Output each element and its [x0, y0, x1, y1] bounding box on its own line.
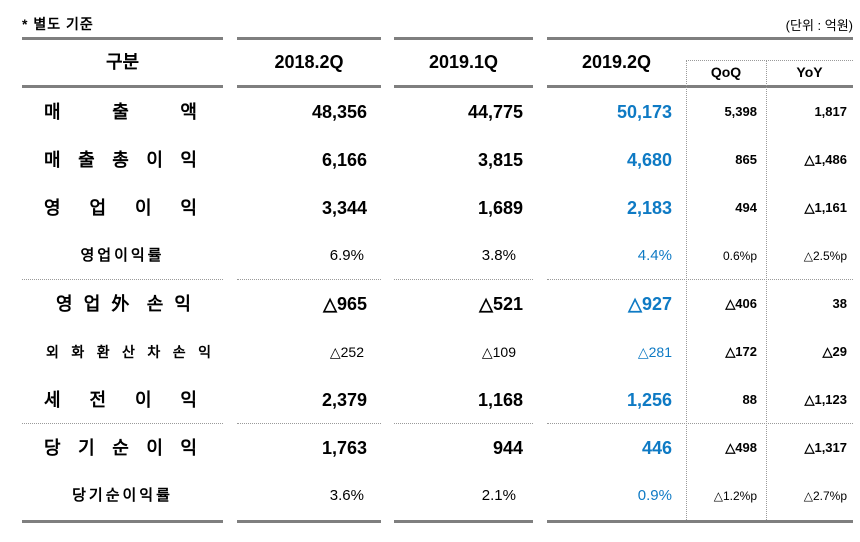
non-operating-2018-2q: △965: [323, 294, 367, 314]
divider-bottom: [22, 520, 223, 523]
pretax-profit-2018-2q: 2,379: [237, 376, 381, 424]
table-row-net-profit: 446 △498 △1,317: [547, 424, 853, 472]
header-2019-1q: 2019.1Q: [428, 52, 499, 72]
divider-header: [22, 85, 223, 88]
table-row-revenue: 50,173 5,398 1,817: [547, 88, 853, 136]
table-row-non-operating: △927 △406 38: [547, 280, 853, 328]
net-profit-qoq: △498: [725, 440, 757, 455]
non-operating-2019-2q: △927: [628, 294, 672, 314]
operating-margin-2018-2q: 6.9%: [237, 232, 381, 280]
revenue-yoy: 1,817: [814, 104, 847, 119]
non-operating-yoy: 38: [832, 296, 847, 311]
label-operating-profit: 영 업 이 익: [44, 198, 197, 218]
divider-top: [547, 37, 853, 40]
operating-profit-2019-2q: 2,183: [626, 198, 672, 218]
non-operating-qoq: △406: [725, 296, 757, 311]
column-group-2018-2q: 2018.2Q 48,356 6,166 3,344 6.9% △965 △25…: [237, 37, 381, 523]
gross-profit-qoq: 865: [735, 152, 757, 167]
divider-top: [394, 37, 533, 40]
operating-profit-yoy: △1,161: [804, 200, 847, 215]
label-non-operating-income: 영 업 外 손 익: [56, 294, 191, 314]
net-margin-2018-2q: 3.6%: [329, 487, 364, 504]
divider-header: [237, 85, 381, 88]
divider-header: [394, 85, 533, 88]
table-row-operating-profit: 2,183 494 △1,161: [547, 184, 853, 232]
gross-profit-2019-2q: 4,680: [626, 150, 672, 170]
gross-profit-2019-1q: 3,815: [477, 150, 523, 170]
unit-label: (단위 : 억원): [785, 18, 853, 33]
operating-profit-2018-2q: 3,344: [321, 198, 367, 218]
label-gross-profit: 매 출 총 이 익: [44, 150, 197, 170]
divider-bottom: [237, 520, 381, 523]
header-2018-2q: 2018.2Q: [274, 52, 344, 72]
fx-translation-yoy: △29: [822, 344, 847, 359]
divider-header: [547, 85, 853, 88]
basis-note: * 별도 기준: [22, 16, 94, 32]
fx-translation-2019-2q: △281: [637, 344, 672, 360]
gross-profit-2018-2q: 6,166: [321, 150, 367, 170]
pretax-profit-yoy: △1,123: [804, 392, 847, 407]
pretax-profit-qoq: 88: [742, 392, 757, 407]
net-profit-yoy: △1,317: [804, 440, 847, 455]
revenue-2019-1q: 44,775: [467, 102, 523, 122]
header-yoy: YoY: [796, 64, 823, 80]
divider-bottom: [547, 520, 853, 523]
divider-top: [237, 37, 381, 40]
header-row-right: 2019.2Q QoQ YoY: [547, 40, 853, 85]
revenue-2019-2q: 50,173: [616, 102, 672, 122]
label-net-margin: 당기순이익률: [72, 487, 173, 504]
table-row-gross-profit: 4,680 865 △1,486: [547, 136, 853, 184]
table-row-net-margin: 0.9% △1.2%p △2.7%p: [547, 472, 853, 520]
table-row-fx-translation: △281 △172 △29: [547, 328, 853, 376]
label-revenue: 매 출 액: [44, 102, 197, 122]
operating-margin-2019-1q: 3.8%: [394, 232, 533, 280]
revenue-2018-2q: 48,356: [311, 102, 367, 122]
net-margin-qoq: △1.2%p: [713, 489, 757, 503]
pretax-profit-2019-1q: 1,168: [394, 376, 533, 424]
operating-margin-qoq: 0.6%p: [722, 249, 757, 263]
revenue-qoq: 5,398: [724, 104, 757, 119]
net-margin-2019-1q: 2.1%: [481, 487, 516, 504]
fx-translation-qoq: △172: [725, 344, 757, 359]
operating-profit-2019-1q: 1,689: [477, 198, 523, 218]
gross-profit-yoy: △1,486: [804, 152, 847, 167]
label-pretax-profit: 세 전 이 익: [22, 376, 223, 424]
operating-profit-qoq: 494: [735, 200, 757, 215]
label-operating-margin: 영업이익률: [22, 232, 223, 280]
column-group-2019-1q: 2019.1Q 44,775 3,815 1,689 3.8% △521 △10…: [394, 37, 533, 523]
divider-bottom: [394, 520, 533, 523]
pretax-profit-2019-2q: 1,256: [626, 390, 672, 410]
table-row-pretax-profit: 1,256 88 △1,123: [547, 376, 853, 424]
fx-translation-2018-2q: △252: [329, 344, 364, 360]
label-net-profit: 당 기 순 이 익: [44, 438, 197, 458]
non-operating-2019-1q: △521: [479, 294, 523, 314]
header-gubun: 구분: [105, 52, 140, 72]
net-margin-yoy: △2.7%p: [803, 489, 847, 503]
divider-top: [22, 37, 223, 40]
label-fx-translation-gain-loss: 외 화 환 산 차 손 익: [46, 344, 211, 360]
column-group-2019-2q-qoq-yoy: 2019.2Q QoQ YoY 50,173 5,398 1,817 4,680…: [547, 37, 853, 523]
fx-translation-2019-1q: △109: [481, 344, 516, 360]
header-qoq: QoQ: [710, 64, 742, 80]
operating-margin-2019-2q: 4.4%: [637, 247, 672, 264]
net-profit-2019-1q: 944: [492, 438, 523, 458]
net-profit-2018-2q: 1,763: [321, 438, 367, 458]
net-margin-2019-2q: 0.9%: [637, 487, 672, 504]
net-profit-2019-2q: 446: [641, 438, 672, 458]
header-2019-2q: 2019.2Q: [581, 52, 652, 72]
table-row-operating-margin: 4.4% 0.6%p △2.5%p: [547, 232, 853, 280]
column-group-labels: 구분 매 출 액 매 출 총 이 익 영 업 이 익 영업이익률 영 업 外 손…: [22, 37, 223, 523]
operating-margin-yoy: △2.5%p: [803, 249, 847, 263]
